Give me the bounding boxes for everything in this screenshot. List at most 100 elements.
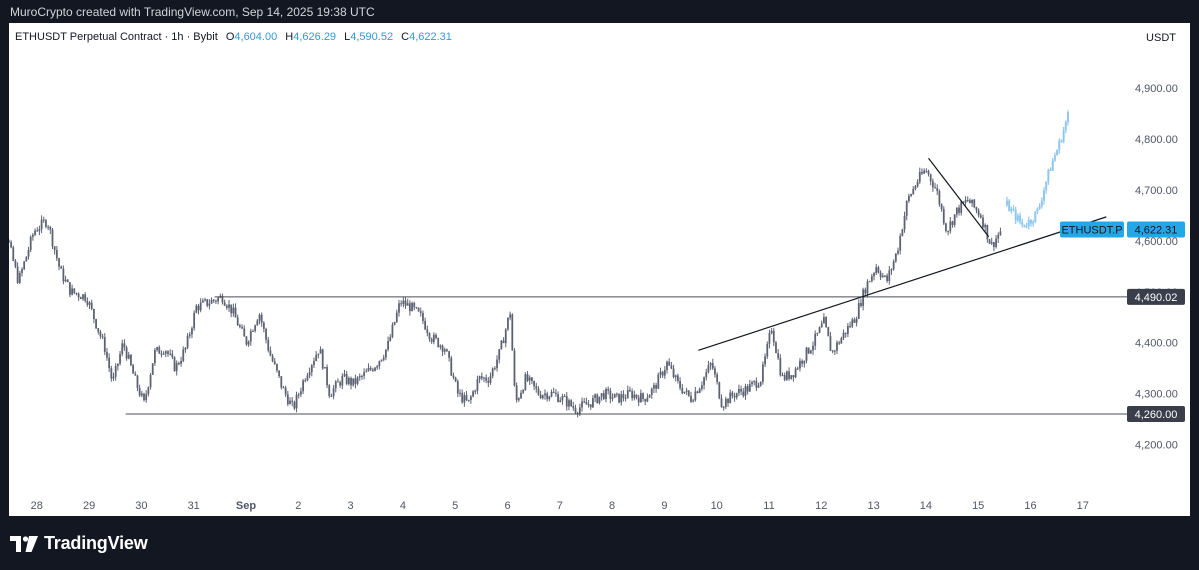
candle [801,359,804,367]
candle-body [607,388,610,391]
price-chart[interactable]: 4,200.004,300.004,400.004,500.004,600.00… [9,23,1190,516]
candle [435,333,437,340]
candle-body [609,390,612,399]
candle [600,393,603,401]
candle [696,390,699,394]
candle [411,301,413,312]
candle-body [182,349,185,361]
candle [703,376,705,390]
candle [598,396,601,405]
candle [823,313,825,324]
candle [238,323,241,329]
candle [31,232,34,241]
candle [829,331,832,351]
candle-body [829,336,832,351]
candle [825,316,827,328]
candle [302,378,304,395]
candle-body [794,368,797,378]
candle-body [705,372,708,378]
candle [485,374,488,384]
candle [886,273,889,283]
candle-body [467,399,470,401]
chart-frame[interactable]: 4,200.004,300.004,400.004,500.004,600.00… [9,23,1190,516]
candle [936,184,939,196]
level-price-tag: 4,260.00 [1127,406,1185,423]
candle [894,253,897,263]
candle-body [112,376,115,379]
symbol-legend[interactable]: ETHUSDT Perpetual Contract · 1h · Bybit … [15,31,452,43]
candle-body [504,329,507,344]
candle [217,296,220,305]
price-tags-layer: 4,490.02 4,260.00 ETHUSDT.P 4,622.31 [1060,221,1185,423]
candle [300,387,302,398]
candle-body [875,267,878,274]
candle-body [485,377,488,381]
candle [273,358,276,365]
candle-body [910,194,912,196]
candle-body [326,367,328,386]
candle-body [964,200,967,203]
candle-body [799,360,801,369]
candle-body [234,307,237,318]
candle-body [877,267,880,273]
candle [851,317,854,329]
candle-body [733,395,736,398]
candle-body [578,407,581,414]
time-tick-label: 3 [348,500,354,512]
candle-body [772,330,775,343]
candle-body [624,398,627,400]
candle-body [280,376,283,388]
candle-body [703,377,705,386]
candle-body [145,394,148,401]
candle-body [864,289,867,294]
candle-body [694,391,697,401]
candle [317,353,320,359]
candle-body [770,330,773,334]
candle [430,337,433,344]
candle-body [709,363,712,366]
candle-body [321,349,324,369]
candle-body [923,170,926,174]
candle [352,378,355,387]
candle-body [866,281,869,294]
candle [611,393,614,402]
candle-body [306,375,309,381]
candle-body [441,345,444,352]
candle [310,363,313,377]
candle [478,375,481,384]
candle [812,341,814,355]
candle-body [925,170,928,172]
candle-body [443,349,446,352]
candle-body [868,281,871,283]
candle [221,293,224,305]
candle [781,372,784,377]
candle [14,259,17,269]
candle [328,384,331,399]
candle [931,178,934,192]
candle-body [27,250,30,257]
candle [592,395,594,409]
projection-layer [1005,110,1069,230]
candle-body [531,377,533,381]
candle [489,372,492,385]
candle [877,265,880,274]
candle [659,367,662,379]
candle [674,374,677,382]
symbol-label: ETHUSDT Perpetual Contract · 1h · Bybit [15,31,218,43]
candle-body [164,351,167,354]
candle-body [66,279,69,283]
candle-body [929,174,932,182]
candle-body [894,253,897,262]
candle [842,329,845,341]
projection-candle [1014,206,1017,225]
candle-body [908,195,910,202]
candle [744,383,747,400]
candle-body [369,367,372,370]
candle-body [637,397,640,403]
candle [899,233,902,255]
candle [990,237,993,246]
candle [101,333,104,340]
time-tick-label: 4 [400,500,406,512]
currency-label[interactable]: USDT [1146,32,1176,44]
candle [73,288,76,295]
